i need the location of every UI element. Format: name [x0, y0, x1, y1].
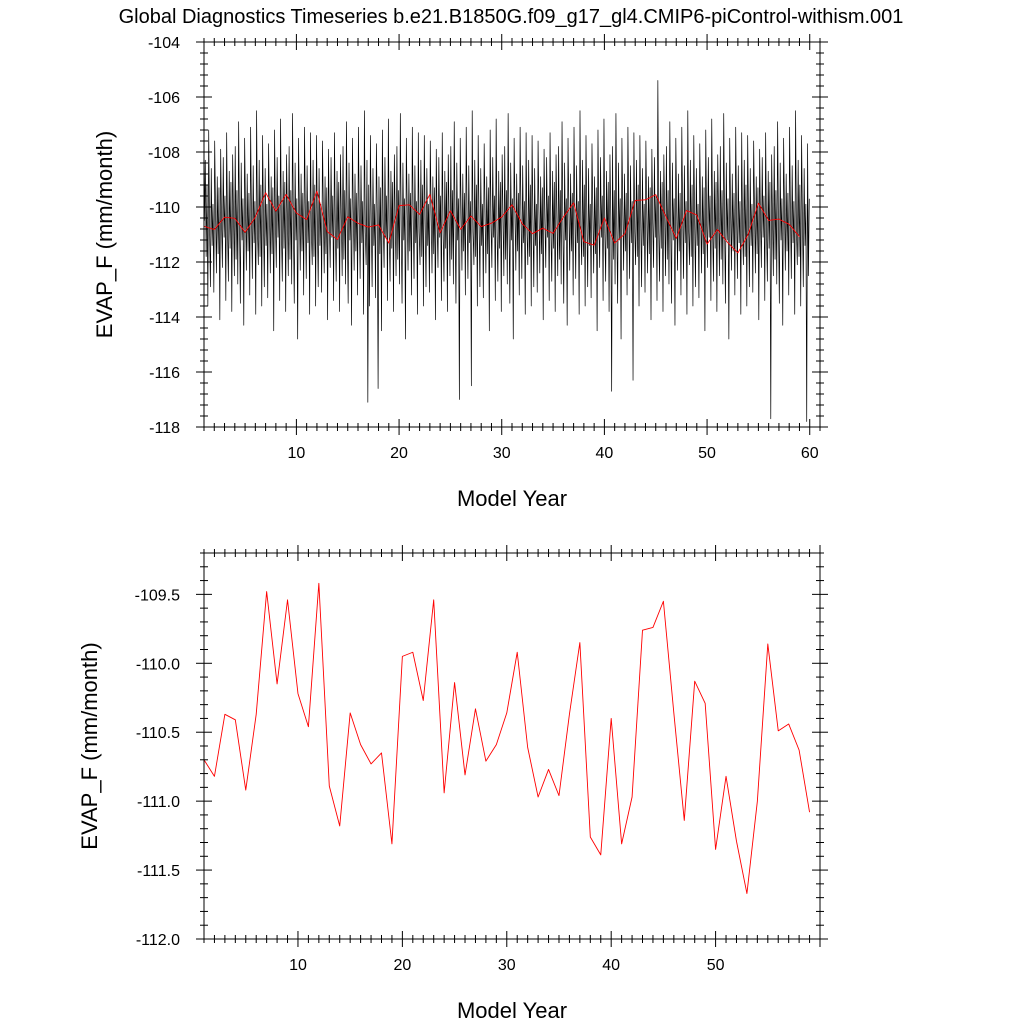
y-tick-label: -112.0 — [136, 932, 180, 949]
x-tick-label: 40 — [602, 957, 620, 974]
top-panel-monthly-series — [204, 80, 810, 422]
x-tick-label: 30 — [493, 445, 511, 462]
bottom-panel-x-ticks: 10 20 30 40 50 — [203, 545, 821, 974]
bottom-panel-frame — [203, 552, 821, 940]
x-tick-label: 10 — [289, 957, 307, 974]
top-panel-y-axis-label: EVAP_F (mm/month) — [92, 131, 117, 338]
x-tick-label: 60 — [801, 445, 819, 462]
y-tick-label: -111.0 — [137, 794, 180, 811]
y-tick-label: -110 — [149, 200, 180, 217]
bottom-panel-x-axis-label: Model Year — [457, 998, 567, 1023]
bottom-panel-y-ticks: -112.0 -111.5 -111.0 -110.5 -110.0 -109.5 — [135, 552, 828, 949]
top-panel-annual-series — [203, 190, 800, 254]
bottom-panel-annual-series — [203, 582, 811, 894]
y-tick-label: -116 — [149, 365, 180, 382]
y-tick-label: -104 — [148, 35, 180, 52]
y-tick-label: -118 — [149, 420, 180, 437]
y-tick-label: -109.5 — [135, 587, 180, 604]
bottom-panel: 10 20 30 40 50 -112.0 -111.5 -111.0 -110.5 -110.… — [77, 545, 828, 1023]
x-tick-label: 20 — [393, 957, 411, 974]
x-tick-label: 10 — [288, 445, 306, 462]
top-panel-x-ticks: 10 20 30 40 50 60 — [203, 34, 821, 462]
top-panel-y-ticks: -118 -116 -114 -112 -110 -108 -106 -104 — [148, 35, 828, 437]
x-tick-label: 40 — [596, 445, 614, 462]
figure-title: Global Diagnostics Timeseries b.e21.B185… — [119, 6, 904, 28]
y-tick-label: -110.0 — [136, 656, 180, 673]
series-line — [203, 582, 811, 894]
y-tick-label: -106 — [148, 90, 180, 107]
y-tick-label: -114 — [149, 310, 180, 327]
y-tick-label: -110.5 — [136, 725, 180, 742]
y-tick-label: -108 — [148, 145, 180, 162]
x-tick-label: 20 — [390, 445, 408, 462]
bottom-panel-y-axis-label: EVAP_F (mm/month) — [77, 642, 102, 849]
x-tick-label: 30 — [498, 957, 516, 974]
x-tick-label: 50 — [698, 445, 716, 462]
series-line — [203, 190, 800, 254]
top-panel: 10 20 30 40 50 60 -118 -116 -114 -112 -110 -108 -10… — [92, 34, 828, 511]
series-line — [204, 80, 810, 422]
y-tick-label: -111.5 — [137, 863, 180, 880]
x-tick-label: 50 — [707, 957, 725, 974]
top-panel-x-axis-label: Model Year — [457, 486, 567, 511]
y-tick-label: -112 — [149, 255, 180, 272]
